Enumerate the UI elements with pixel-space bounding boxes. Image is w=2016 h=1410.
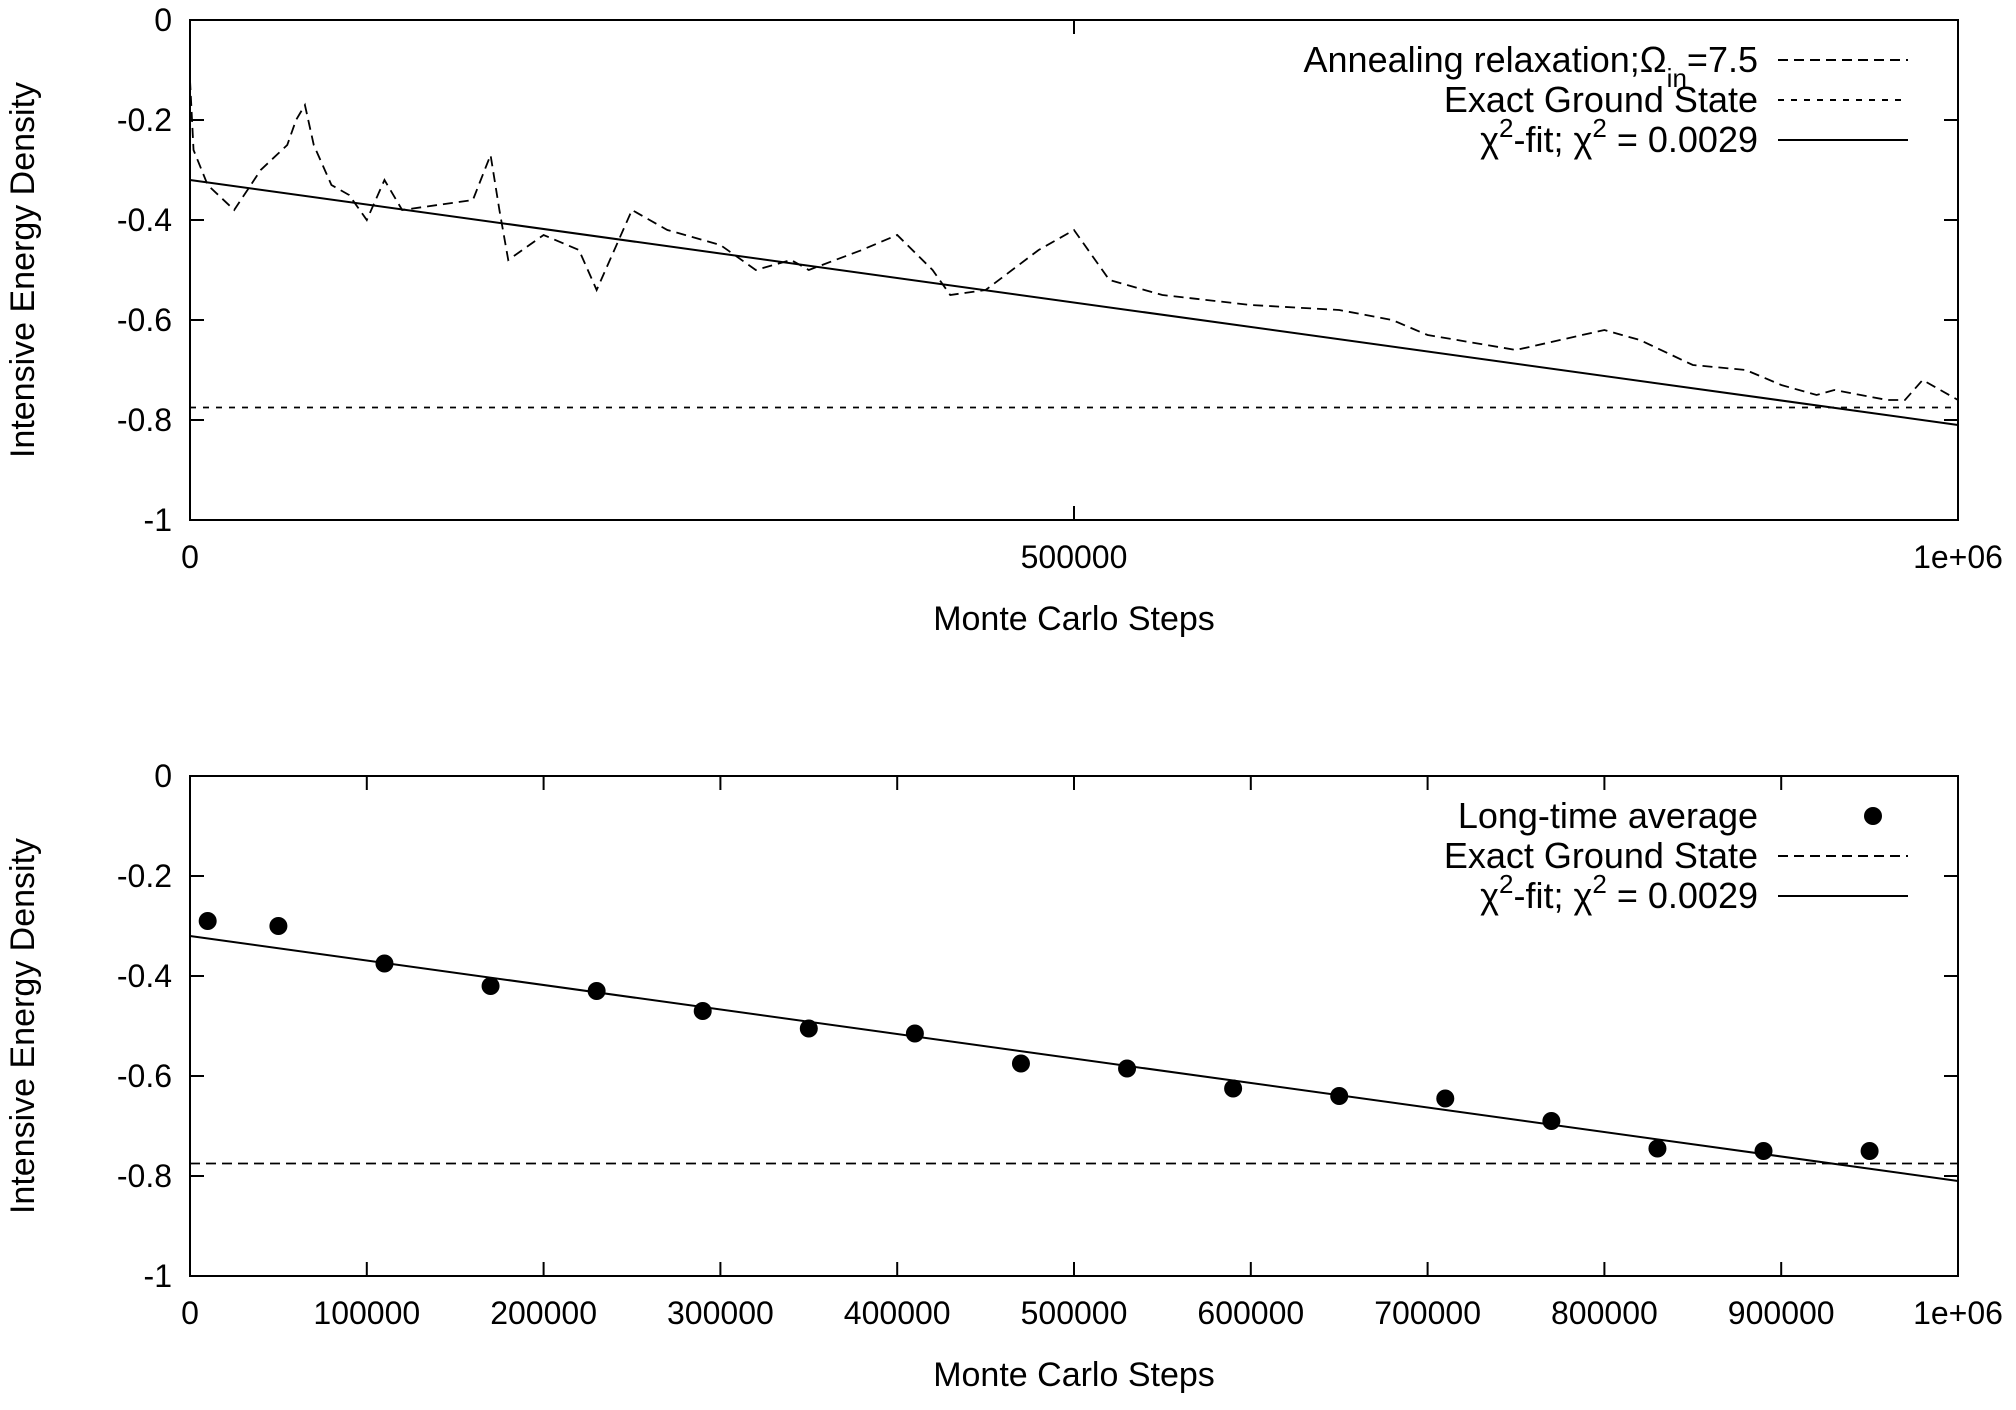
y-tick-label: -1: [144, 1258, 172, 1294]
data-point: [1542, 1112, 1561, 1130]
y-tick-label: -0.4: [117, 958, 172, 994]
data-point: [1648, 1139, 1667, 1158]
series-line: [189, 179, 1959, 426]
x-tick-label: 400000: [844, 1295, 951, 1331]
legend-label: Exact Ground State: [1444, 835, 1758, 876]
data-point: [587, 982, 606, 1000]
y-tick-label: 0: [154, 758, 172, 794]
y-tick-label: -0.6: [117, 1058, 172, 1094]
legend-label: Long-time average: [1458, 795, 1758, 836]
y-tick-label: -0.2: [117, 858, 172, 894]
legend-label: Annealing relaxation;Ωin=7.5: [1304, 39, 1758, 93]
data-point: [693, 1002, 712, 1020]
x-tick-label: 200000: [490, 1295, 597, 1331]
data-point: [799, 1019, 818, 1038]
data-point: [1224, 1079, 1243, 1098]
legend-label: Exact Ground State: [1444, 79, 1758, 120]
x-tick-label: 0: [181, 539, 199, 575]
x-axis-label: Monte Carlo Steps: [933, 1356, 1215, 1394]
y-tick-label: -1: [144, 502, 172, 538]
x-tick-label: 100000: [313, 1295, 420, 1331]
x-axis-label: Monte Carlo Steps: [933, 600, 1215, 638]
legend-swatch: [1864, 807, 1882, 825]
chart-panel-2: 0-0.2-0.4-0.6-0.8-10 100000 200000 300000 40…: [4, 758, 2003, 1394]
y-tick-label: -0.8: [117, 1158, 172, 1194]
x-tick-label: 0: [181, 1295, 199, 1331]
data-point: [1860, 1142, 1879, 1160]
data-point: [198, 912, 217, 930]
y-tick-label: -0.2: [117, 102, 172, 138]
x-tick-label: 900000: [1728, 1295, 1835, 1331]
series-1: Annealing relaxation;Ωin=7.5: [189, 39, 1959, 401]
series-2: Exact Ground State: [190, 835, 1958, 1165]
x-tick-label: 500000: [1021, 539, 1128, 575]
x-tick-label: 1e+06: [1913, 539, 2003, 575]
series-3: χ2-fit; χ2 = 0.0029: [189, 113, 1959, 426]
series-3: χ2-fit; χ2 = 0.0029: [189, 869, 1959, 1182]
data-point: [1011, 1054, 1030, 1073]
y-tick-label: -0.6: [117, 302, 172, 338]
x-tick-label: 300000: [667, 1295, 774, 1331]
data-point: [1118, 1059, 1137, 1078]
legend-label: χ2-fit; χ2 = 0.0029: [1480, 869, 1758, 916]
data-point: [1436, 1089, 1455, 1108]
x-tick-label: 600000: [1197, 1295, 1304, 1331]
x-tick-label: 700000: [1374, 1295, 1481, 1331]
data-point: [1754, 1142, 1773, 1160]
x-tick-label: 500000: [1021, 1295, 1128, 1331]
series-1: Long-time average: [198, 795, 1882, 1160]
y-tick-label: -0.4: [117, 202, 172, 238]
data-point: [481, 977, 500, 995]
series-line: [189, 935, 1959, 1182]
series-2: Exact Ground State: [190, 79, 1958, 409]
y-tick-label: 0: [154, 2, 172, 38]
data-point: [905, 1024, 924, 1043]
y-axis-label: Intensive Energy Density: [4, 82, 42, 458]
x-tick-label: 800000: [1551, 1295, 1658, 1331]
y-tick-label: -0.8: [117, 402, 172, 438]
x-tick-label: 1e+06: [1913, 1295, 2003, 1331]
y-axis-label: Intensive Energy Density: [4, 838, 42, 1214]
legend-label: χ2-fit; χ2 = 0.0029: [1480, 113, 1758, 160]
data-point: [269, 917, 288, 935]
series-line: [189, 79, 1959, 401]
